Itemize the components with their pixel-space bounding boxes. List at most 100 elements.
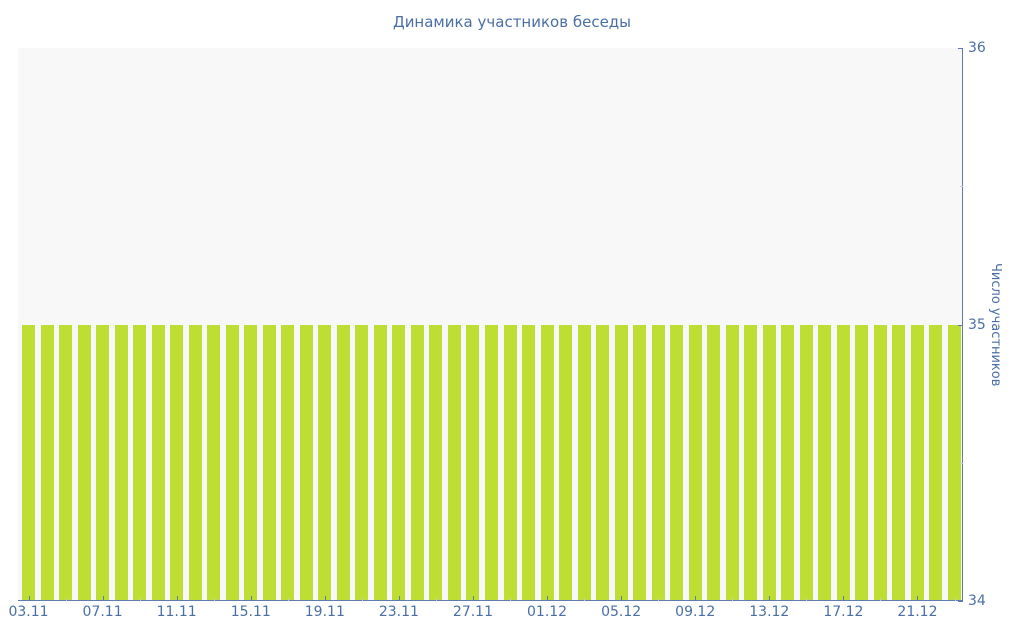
x-major-tick (324, 596, 326, 601)
bar (707, 324, 721, 601)
x-major-tick (102, 596, 104, 601)
x-tick-label: 03.11 (8, 604, 49, 620)
bar (836, 324, 850, 601)
bar (318, 324, 332, 601)
x-tick-label: 09.12 (675, 604, 716, 620)
bar (59, 324, 73, 601)
bar (262, 324, 276, 601)
x-minor-tick (361, 598, 363, 601)
y-major-tick (958, 601, 963, 602)
bar (466, 324, 480, 601)
x-major-tick (398, 596, 400, 601)
x-major-tick (28, 596, 30, 601)
bar (96, 324, 110, 601)
bar (725, 324, 739, 601)
bar (355, 324, 369, 601)
x-tick-label: 11.11 (156, 604, 197, 620)
bar (281, 324, 295, 601)
y-major-tick (958, 324, 963, 326)
bar (114, 324, 128, 601)
bar (633, 324, 647, 601)
bar (559, 324, 573, 601)
x-tick-label: 07.11 (82, 604, 123, 620)
bar (40, 324, 54, 601)
bars-container (18, 48, 963, 601)
x-minor-tick (806, 598, 808, 601)
x-minor-tick (510, 598, 512, 601)
y-tick-label: 35 (968, 316, 986, 333)
bar (373, 324, 387, 601)
y-tick-label: 34 (968, 593, 986, 609)
x-minor-tick (435, 598, 437, 601)
bar (22, 324, 35, 601)
x-tick-label: 05.12 (601, 604, 642, 620)
bar (873, 324, 887, 601)
y-major-tick (958, 48, 963, 49)
bar (670, 324, 684, 601)
bar (855, 324, 869, 601)
bar (614, 324, 628, 601)
x-major-tick (621, 596, 623, 601)
x-tick-label: 17.12 (823, 604, 864, 620)
x-minor-tick (139, 598, 141, 601)
x-major-tick (695, 596, 697, 601)
bar (892, 324, 906, 601)
bar (540, 324, 554, 601)
bar (781, 324, 795, 601)
bar (392, 324, 406, 601)
bar (522, 324, 536, 601)
x-minor-tick (65, 598, 67, 601)
bar (948, 324, 961, 601)
bar (225, 324, 239, 601)
x-major-tick (547, 596, 549, 601)
bar (188, 324, 202, 601)
y-minor-tick (960, 462, 963, 464)
bar (244, 324, 258, 601)
x-minor-tick (954, 598, 956, 601)
bar (410, 324, 424, 601)
x-tick-label: 27.11 (452, 604, 494, 620)
x-minor-tick (658, 598, 660, 601)
y-axis-title: Число участников (988, 262, 1003, 387)
bar (596, 324, 610, 601)
y-tick-label: 36 (968, 40, 986, 56)
plot-area: 03.11 07.11 11.11 15.11 19.11 23.11 27.11 01.12… (8, 40, 985, 620)
x-major-tick (769, 596, 771, 601)
bar (651, 324, 665, 601)
bar (818, 324, 832, 601)
x-minor-tick (732, 598, 734, 601)
bar (447, 324, 461, 601)
bar (799, 324, 813, 601)
bar (299, 324, 313, 601)
x-axis-line (18, 600, 963, 601)
y-minor-tick (960, 186, 963, 188)
bar (910, 324, 924, 601)
x-tick-label: 15.11 (230, 604, 271, 620)
x-tick-label: 13.12 (749, 604, 790, 620)
bar (688, 324, 702, 601)
x-tick-label: 23.11 (378, 604, 419, 620)
x-major-tick (472, 596, 474, 601)
bar (207, 324, 221, 601)
x-tick-label: 21.12 (897, 604, 938, 620)
bar (170, 324, 184, 601)
x-minor-tick (213, 598, 215, 601)
bar (744, 324, 758, 601)
x-tick-label: 19.11 (304, 604, 345, 620)
bar (762, 324, 776, 601)
bar (485, 324, 498, 601)
chart-title: Динамика участников беседы (392, 13, 632, 31)
bar (429, 324, 443, 601)
bar (336, 324, 350, 601)
x-tick-label: 01.12 (527, 604, 568, 620)
x-major-tick (250, 596, 252, 601)
x-minor-tick (287, 598, 289, 601)
x-major-tick (917, 596, 919, 601)
bar (151, 324, 165, 601)
x-minor-tick (584, 598, 586, 601)
bar (929, 324, 943, 601)
x-major-tick (843, 596, 845, 601)
bar (133, 324, 147, 601)
bar (77, 324, 91, 601)
bar (503, 324, 517, 601)
